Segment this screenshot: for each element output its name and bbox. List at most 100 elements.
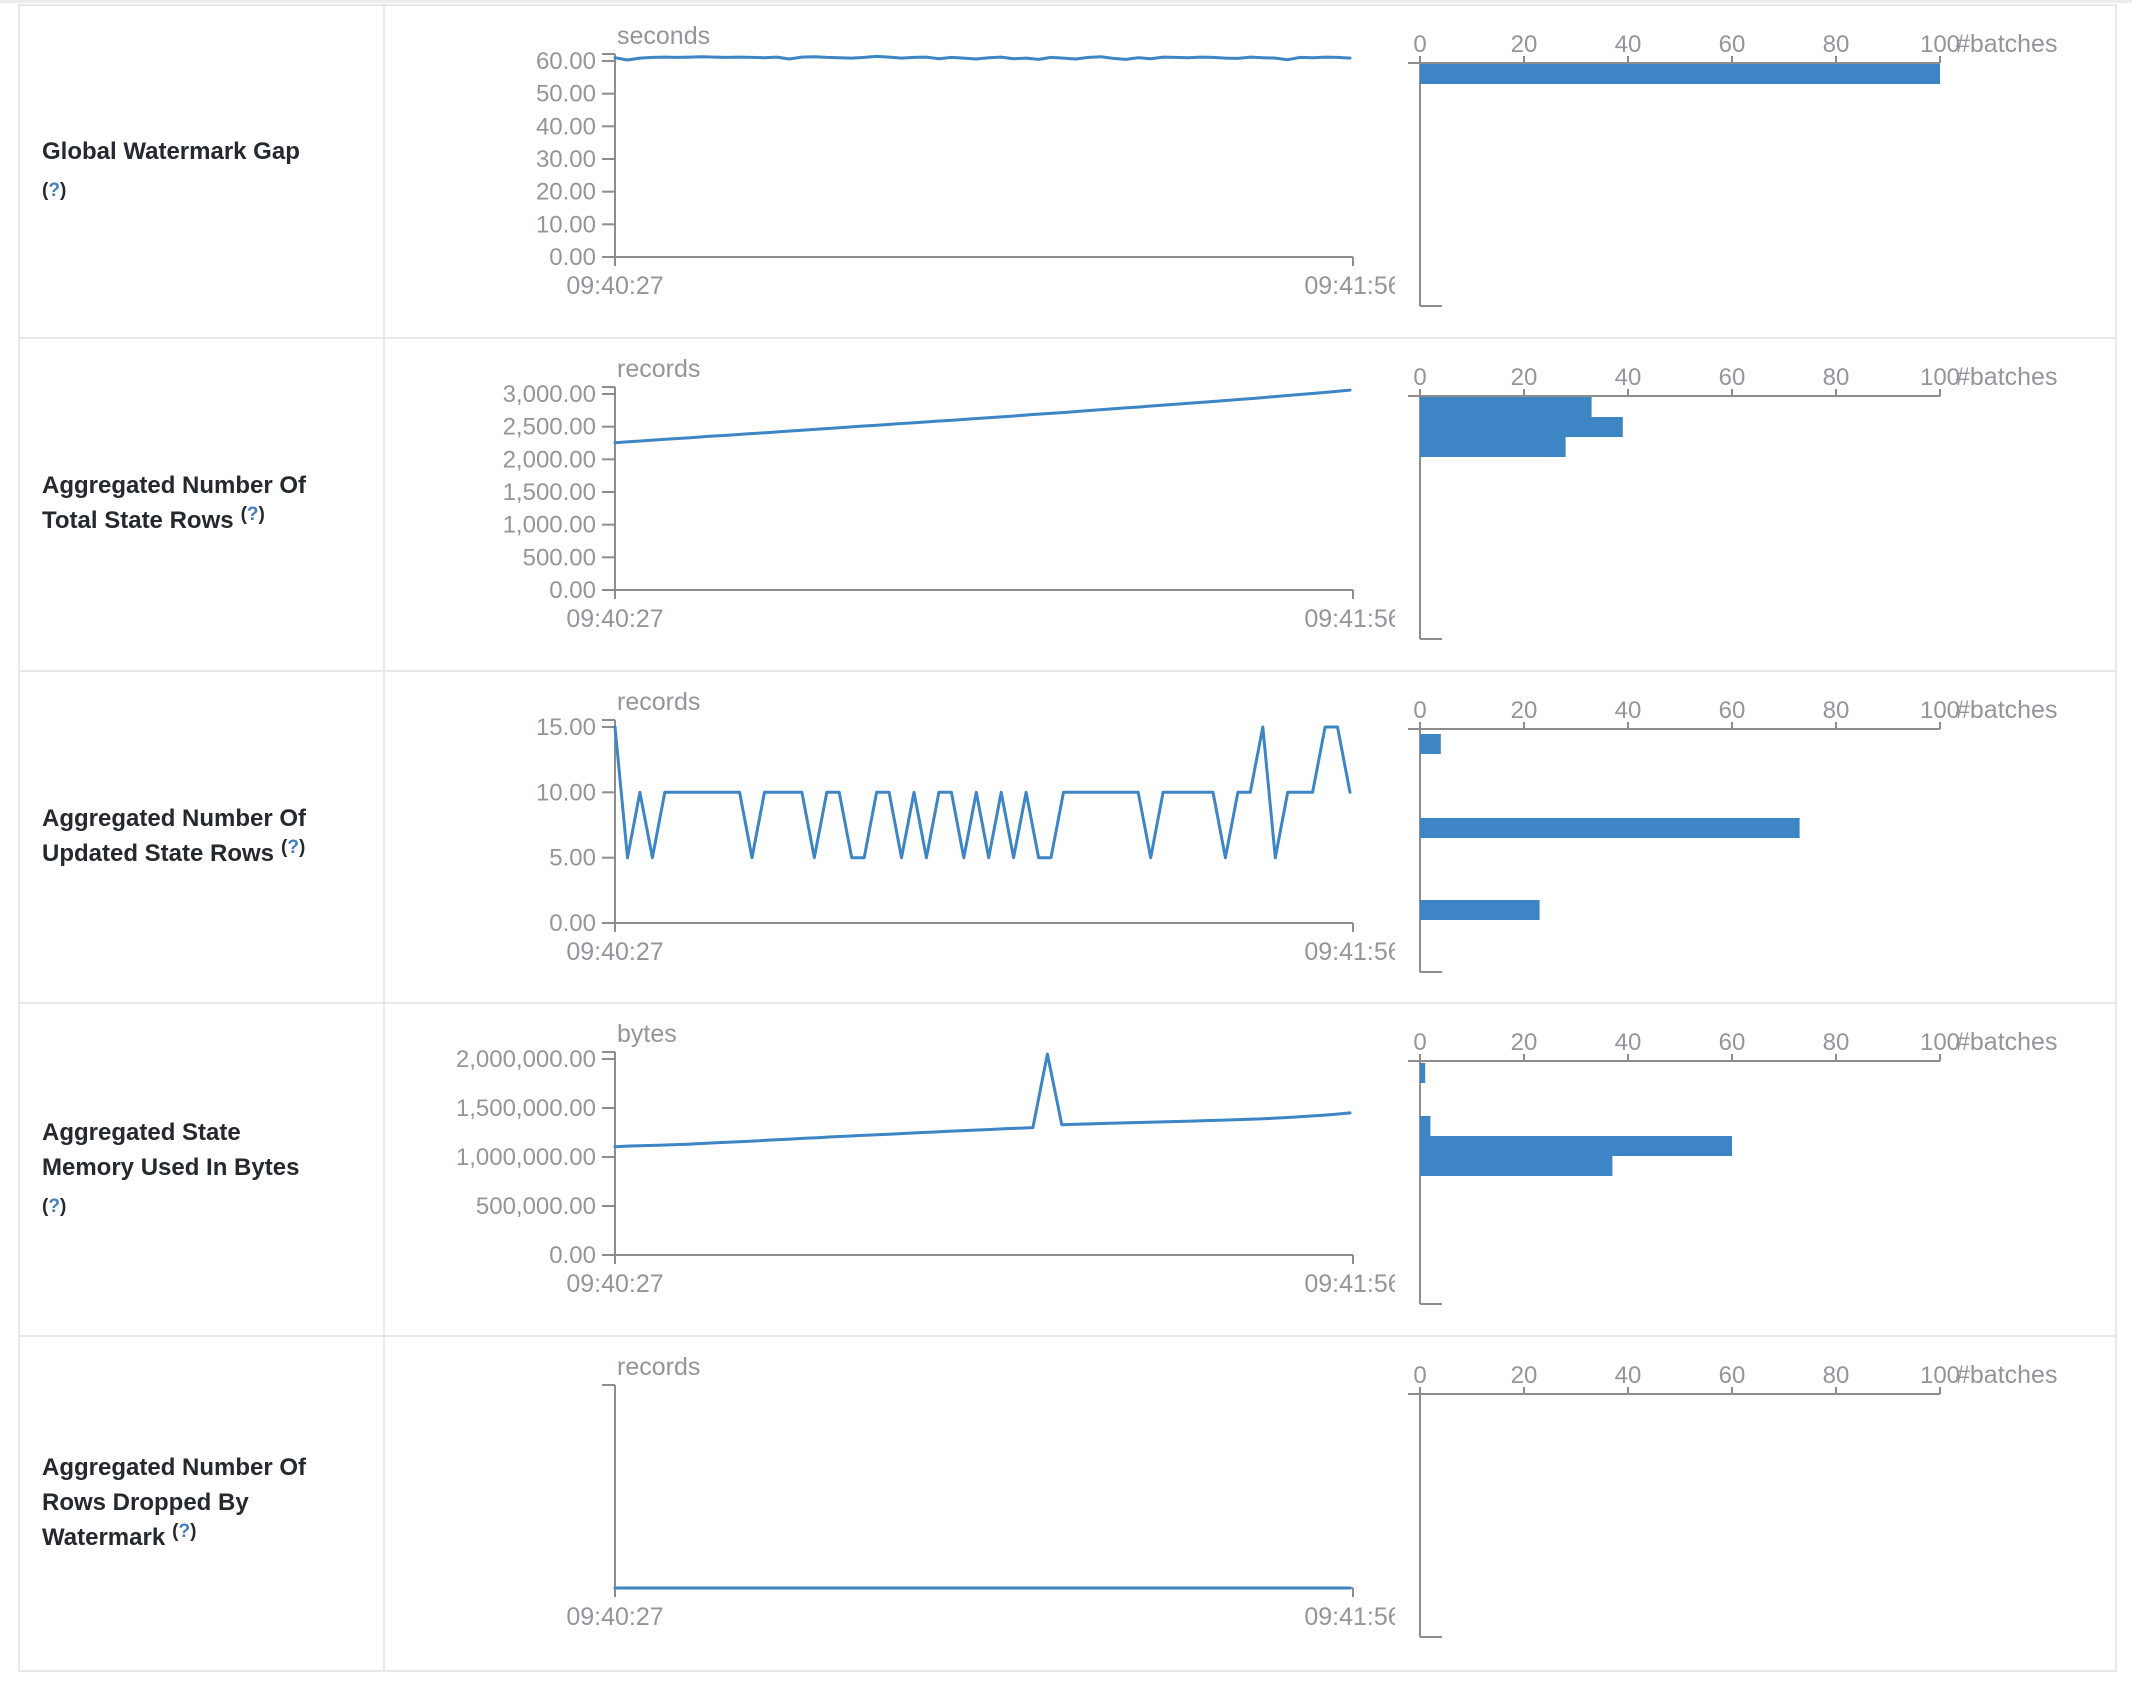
y-tick-label: 500,000.00 [476,1193,596,1220]
hist-tick-label: 40 [1615,31,1642,58]
histogram-bar [1420,1116,1431,1137]
hist-tick-label: 60 [1719,1029,1746,1056]
hist-tick-label: 80 [1823,697,1850,724]
metric-title-text: Rows Dropped By [42,1489,249,1517]
histogram-bar [1420,733,1441,754]
histogram-chart: 0 20 40 60 80 100 #batches [1397,339,2115,670]
hist-unit-label: #batches [1956,363,2057,391]
metric-title-line: Watermark (?) [42,1520,367,1557]
unit-label: seconds [617,22,710,50]
help-link[interactable]: ? [48,1196,60,1218]
x-start-label: 09:40:27 [566,605,663,633]
metric-title-line: Aggregated Number Of [42,801,367,836]
histogram-bar [1420,817,1800,838]
metric-title: Global Watermark Gap (?) [42,134,367,208]
help-link[interactable]: ? [48,180,60,202]
help-marker: (?) [42,1196,67,1218]
y-tick-label: 3,000.00 [503,381,596,408]
help-link[interactable]: ? [287,836,299,858]
x-end-label: 09:41:56 [1304,1270,1395,1298]
unit-label: records [617,1353,700,1381]
hist-tick-label: 20 [1511,1362,1538,1389]
hist-tick-label: 80 [1823,31,1850,58]
y-tick-label: 20.00 [536,179,596,206]
hist-tick-label: 80 [1823,1362,1850,1389]
hist-tick-label: 100 [1920,364,1960,391]
y-tick-label: 15.00 [536,714,596,741]
x-end-label: 09:41:56 [1304,1603,1395,1631]
hist-tick-label: 100 [1920,697,1960,724]
y-tick-label: 0.00 [549,910,596,937]
x-end-label: 09:41:56 [1304,605,1395,633]
hist-tick-label: 0 [1413,1029,1426,1056]
hist-tick-label: 60 [1719,31,1746,58]
metric-title: Aggregated Number Of Total State Rows (?) [42,468,367,540]
metric-row: Aggregated Number Of Rows Dropped By Water… [20,1337,2115,1670]
x-start-label: 09:40:27 [566,272,663,300]
page-top-divider [0,0,2132,3]
timeline-series-line [613,725,1352,859]
hist-tick-label: 100 [1920,31,1960,58]
y-tick-label: 2,500.00 [503,413,596,440]
timeline-svg: records 09:40:27 09:41:56 [566,1353,1395,1631]
hist-tick-label: 80 [1823,364,1850,391]
metric-row: Global Watermark Gap (?) seconds 60.00 50.0… [20,6,2115,339]
metric-row: Aggregated Number Of Total State Rows (?) … [20,338,2115,672]
metric-row: Aggregated Number Of Updated State Rows (?… [20,671,2115,1005]
hist-tick-label: 60 [1719,364,1746,391]
metric-title-text: Updated State Rows [42,839,275,867]
histogram-svg: 0 20 40 60 80 100#batches [1408,30,2057,307]
metric-label-cell: Aggregated Number Of Total State Rows (?) [20,338,385,670]
metric-row: Aggregated State Memory Used In Bytes (?) … [20,1004,2115,1338]
histogram-bar [1420,1136,1732,1157]
hist-tick-label: 40 [1615,364,1642,391]
hist-unit-label: #batches [1956,30,2057,58]
metric-title-line: Updated State Rows (?) [42,836,367,873]
y-tick-label: 40.00 [536,113,596,140]
hist-tick-label: 0 [1413,1362,1426,1389]
timeline-series-line [613,54,1352,62]
help-link[interactable]: ? [246,504,259,526]
timeline-chart: records 15.00 10.00 5.00 0.00 09:40:27 09:41:5… [385,672,1397,1003]
timeline-chart: records 09:40:27 09:41:56 [385,1337,1397,1670]
x-end-label: 09:41:56 [1304,938,1395,966]
hist-tick-label: 100 [1920,1362,1960,1389]
y-tick-label: 2,000.00 [503,446,596,473]
help-link[interactable]: ? [178,1521,191,1543]
timeline-chart: records 3,000.00 2,500.00 2,000.00 1,500.00 1… [385,339,1397,670]
y-tick-label: 10.00 [536,211,596,238]
y-tick-label: 1,500,000.00 [456,1095,596,1122]
histogram-chart: 0 20 40 60 80 100 #batches [1397,1337,2115,1670]
help-marker: (?) [42,180,67,202]
hist-tick-label: 20 [1511,1029,1538,1056]
hist-unit-label: #batches [1956,696,2057,724]
metric-title-line: Total State Rows (?) [42,503,367,540]
histogram-svg: 0 20 40 60 80 100#batches [1408,1028,2057,1306]
y-tick-label: 1,000,000.00 [456,1144,596,1171]
metric-title-text: Memory Used In Bytes [42,1154,300,1182]
metric-label-cell: Aggregated State Memory Used In Bytes (?) [20,1004,385,1336]
hist-tick-label: 20 [1511,364,1538,391]
hist-unit-label: #batches [1956,1028,2057,1056]
metric-label-cell: Aggregated Number Of Updated State Rows (?… [20,671,385,1003]
histogram-bar [1420,416,1623,437]
hist-unit-label: #batches [1956,1361,2057,1389]
y-tick-label: 60.00 [536,48,596,75]
y-tick-label: 1,500.00 [503,479,596,506]
y-tick-label: 0.00 [549,577,596,604]
metric-title-text: Aggregated Number Of [42,804,307,832]
hist-tick-label: 20 [1511,697,1538,724]
histogram-svg: 0 20 40 60 80 100#batches [1408,363,2057,640]
hist-tick-label: 80 [1823,1029,1850,1056]
timeline-svg: bytes 2,000,000.00 1,500,000.00 1,000,000.0… [456,1020,1395,1298]
histogram-chart: 0 20 40 60 80 100 #batches [1397,1004,2115,1335]
metric-title-line: Global Watermark Gap (?) [42,134,367,208]
timeline-chart: bytes 2,000,000.00 1,500,000.00 1,000,000.0… [385,1004,1397,1335]
histogram-bar [1420,396,1592,417]
metric-title-line: Memory Used In Bytes (?) [42,1150,367,1224]
help-marker: (?) [281,836,306,858]
metric-title: Aggregated Number Of Rows Dropped By Water… [42,1450,367,1557]
hist-tick-label: 40 [1615,1029,1642,1056]
histogram-bar [1420,899,1540,920]
histogram-bar [1420,1063,1426,1084]
